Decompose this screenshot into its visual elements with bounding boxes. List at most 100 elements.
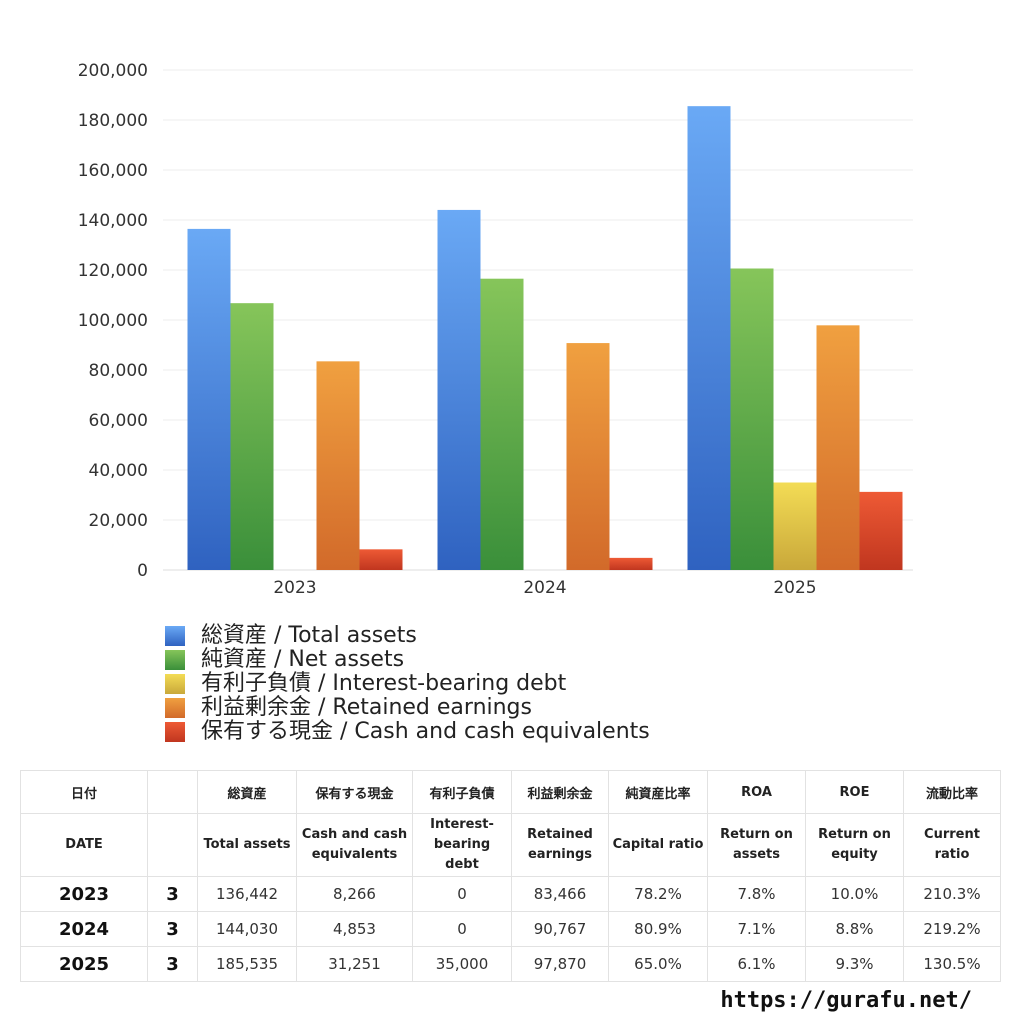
table-cell: 0 bbox=[412, 911, 512, 947]
table-cell: 4,853 bbox=[296, 911, 413, 947]
table-cell: 130.5% bbox=[903, 946, 1001, 982]
financial-table: 日付 総資産 保有する現金 有利子負債 利益剰余金 純資産比率 ROA ROE 流動比率 DAT… bbox=[20, 770, 1001, 982]
table-cell: 6.1% bbox=[707, 946, 806, 982]
legend-swatch bbox=[165, 650, 185, 670]
table-cell: 0 bbox=[412, 876, 512, 912]
y-tick-label: 200,000 bbox=[78, 61, 148, 81]
legend-label: 利益剰余金 / Retained earnings bbox=[201, 695, 532, 720]
legend-label: 純資産 / Net assets bbox=[201, 647, 405, 672]
y-tick-label: 120,000 bbox=[78, 261, 148, 281]
bar bbox=[187, 228, 231, 570]
bar bbox=[816, 325, 860, 570]
legend-label: 総資産 / Total assets bbox=[201, 623, 417, 648]
table-header-cell: 保有する現金 bbox=[296, 770, 413, 814]
y-tick-label: 60,000 bbox=[89, 411, 148, 431]
table-cell: 219.2% bbox=[903, 911, 1001, 947]
x-tick-label: 2024 bbox=[523, 578, 566, 598]
x-tick-label: 2023 bbox=[273, 578, 316, 598]
site-url: https://gurafu.net/ bbox=[720, 988, 972, 1013]
bar-chart: 0 20,000 40,000 60,000 80,000 100,000 120,000 1… bbox=[78, 61, 913, 598]
table-row: 2025 3 185,535 31,251 35,000 97,870 65.0% 6.1% 9… bbox=[20, 946, 1001, 982]
legend-swatch bbox=[165, 674, 185, 694]
table-header-cell: 総資産 bbox=[197, 770, 297, 814]
legend: 総資産 / Total assets 純資産 / Net assets 有利子負債 … bbox=[165, 624, 650, 744]
table-cell: 8.8% bbox=[805, 911, 904, 947]
table-header-cell: DATE bbox=[20, 813, 148, 877]
table-body: 2023 3 136,442 8,266 0 83,466 78.2% 7.8% 10.0% 21… bbox=[20, 876, 1001, 982]
legend-item: 総資産 / Total assets bbox=[165, 624, 650, 648]
table-header-cell bbox=[147, 813, 198, 877]
table-cell: 2023 bbox=[20, 876, 148, 912]
y-tick-label: 160,000 bbox=[78, 161, 148, 181]
x-tick-label: 2025 bbox=[773, 578, 816, 598]
bar bbox=[359, 549, 403, 570]
bar bbox=[687, 106, 731, 570]
bar bbox=[730, 268, 774, 570]
table-header-cell: Capital ratio bbox=[608, 813, 708, 877]
bar bbox=[437, 209, 481, 571]
table-header-cell: Current ratio bbox=[903, 813, 1001, 877]
table-header-cell: 純資産比率 bbox=[608, 770, 708, 814]
table-header-cell: ROE bbox=[805, 770, 904, 814]
table-cell: 3 bbox=[147, 946, 198, 982]
table-row: 2023 3 136,442 8,266 0 83,466 78.2% 7.8% 10.0% 21… bbox=[20, 876, 1001, 912]
legend-item: 純資産 / Net assets bbox=[165, 648, 650, 672]
table-cell: 136,442 bbox=[197, 876, 297, 912]
table-row: 2024 3 144,030 4,853 0 90,767 80.9% 7.1% 8.8% 219… bbox=[20, 911, 1001, 947]
y-tick-label: 180,000 bbox=[78, 111, 148, 131]
table-header-cell: Interest-bearing debt bbox=[412, 813, 512, 877]
bar bbox=[773, 482, 817, 570]
table-cell: 31,251 bbox=[296, 946, 413, 982]
legend-label: 保有する現金 / Cash and cash equivalents bbox=[201, 719, 650, 744]
table-header-cell: Total assets bbox=[197, 813, 297, 877]
bar bbox=[316, 361, 360, 570]
legend-swatch bbox=[165, 698, 185, 718]
table-cell: 80.9% bbox=[608, 911, 708, 947]
table-cell: 83,466 bbox=[511, 876, 609, 912]
x-axis-ticks: 2023 2024 2025 bbox=[273, 578, 816, 598]
table-cell: 35,000 bbox=[412, 946, 512, 982]
bar bbox=[230, 303, 274, 570]
legend-item: 保有する現金 / Cash and cash equivalents bbox=[165, 720, 650, 744]
table-cell: 3 bbox=[147, 876, 198, 912]
y-axis-ticks: 0 20,000 40,000 60,000 80,000 100,000 120,000 1… bbox=[78, 61, 148, 581]
legend-swatch bbox=[165, 722, 185, 742]
y-tick-label: 40,000 bbox=[89, 461, 148, 481]
table-cell: 185,535 bbox=[197, 946, 297, 982]
table-header-cell: Return on equity bbox=[805, 813, 904, 877]
table-cell: 9.3% bbox=[805, 946, 904, 982]
table-header-cell: 利益剰余金 bbox=[511, 770, 609, 814]
table-header-cell: 流動比率 bbox=[903, 770, 1001, 814]
table-cell: 90,767 bbox=[511, 911, 609, 947]
table-cell: 144,030 bbox=[197, 911, 297, 947]
table-header-cell: Cash and cash equivalents bbox=[296, 813, 413, 877]
table-header-cell: Return on assets bbox=[707, 813, 806, 877]
gridlines bbox=[163, 69, 913, 571]
table-cell: 3 bbox=[147, 911, 198, 947]
table-header-cell: 有利子負債 bbox=[412, 770, 512, 814]
table-cell: 97,870 bbox=[511, 946, 609, 982]
table-cell: 7.1% bbox=[707, 911, 806, 947]
table-cell: 65.0% bbox=[608, 946, 708, 982]
table-cell: 10.0% bbox=[805, 876, 904, 912]
bar bbox=[859, 491, 903, 570]
y-tick-label: 20,000 bbox=[89, 511, 148, 531]
table-cell: 78.2% bbox=[608, 876, 708, 912]
table-header-cell bbox=[147, 770, 198, 814]
y-tick-label: 80,000 bbox=[89, 361, 148, 381]
legend-label: 有利子負債 / Interest-bearing debt bbox=[201, 671, 567, 696]
bar bbox=[480, 278, 524, 570]
bar bbox=[566, 343, 610, 570]
table-header-cell: Retained earnings bbox=[511, 813, 609, 877]
table-cell: 8,266 bbox=[296, 876, 413, 912]
table-header-cell: ROA bbox=[707, 770, 806, 814]
table-cell: 7.8% bbox=[707, 876, 806, 912]
legend-swatch bbox=[165, 626, 185, 646]
bar bbox=[609, 557, 653, 570]
legend-item: 利益剰余金 / Retained earnings bbox=[165, 696, 650, 720]
legend-item: 有利子負債 / Interest-bearing debt bbox=[165, 672, 650, 696]
table-cell: 2024 bbox=[20, 911, 148, 947]
table-cell: 2025 bbox=[20, 946, 148, 982]
table-header-jp: 日付 総資産 保有する現金 有利子負債 利益剰余金 純資産比率 ROA ROE 流動比率 bbox=[20, 770, 1001, 814]
table-cell: 210.3% bbox=[903, 876, 1001, 912]
